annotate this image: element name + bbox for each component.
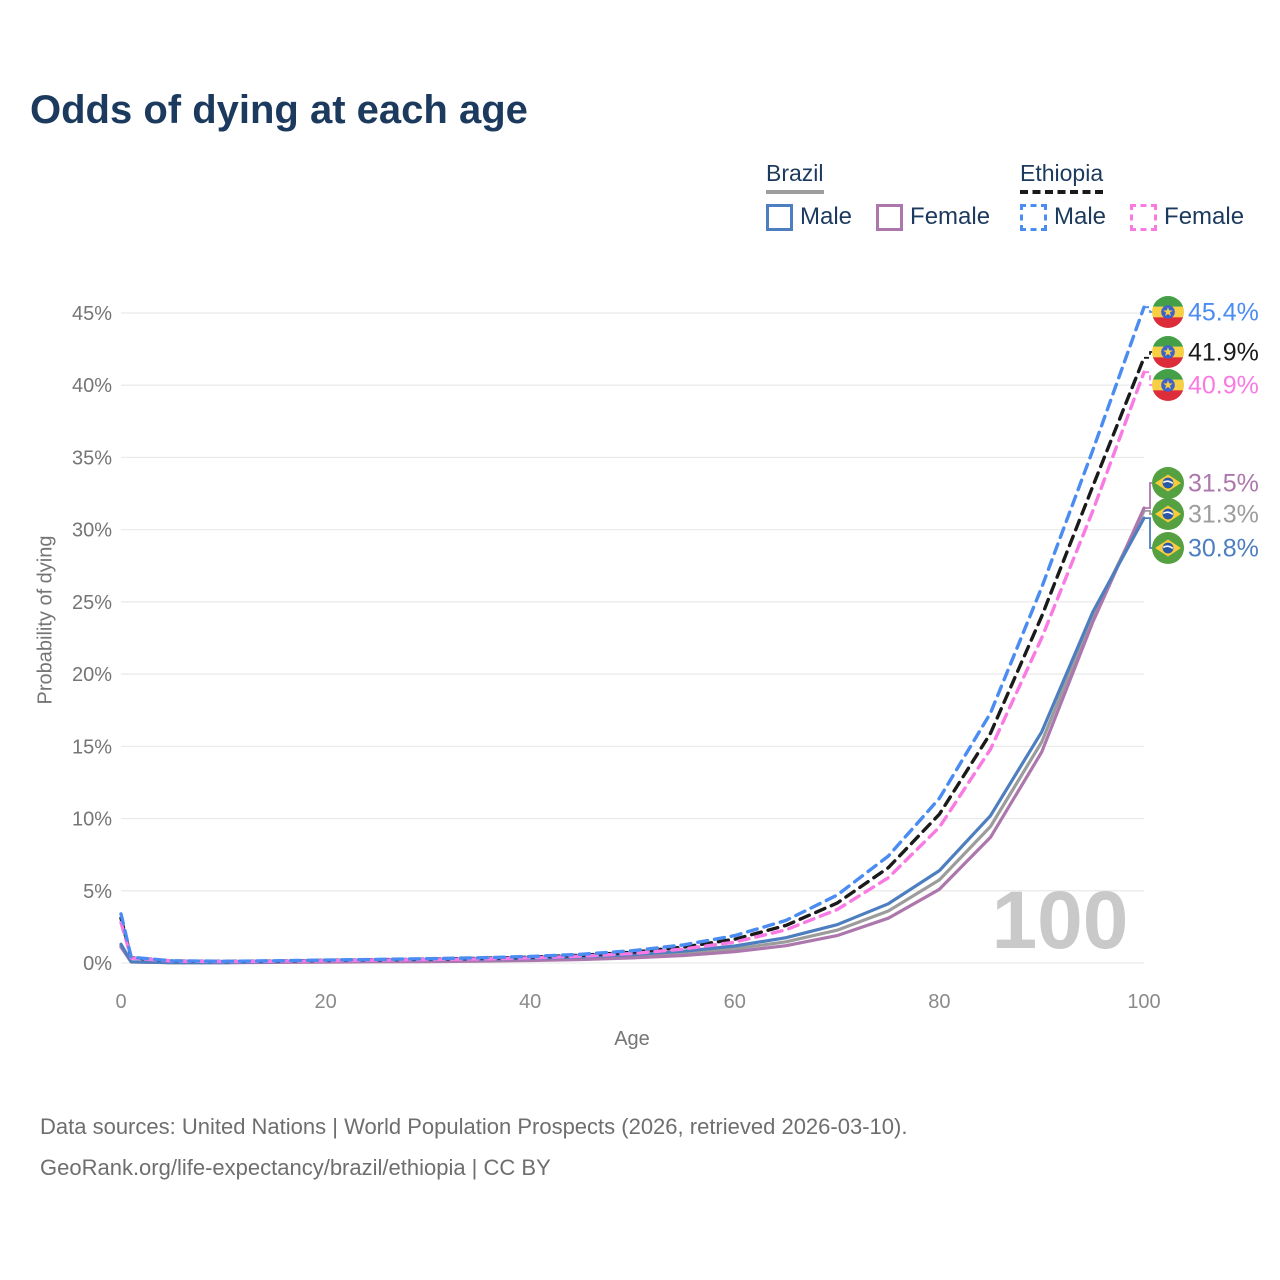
brazil-flag-icon bbox=[1152, 532, 1184, 564]
y-tick-label: 25% bbox=[72, 592, 112, 614]
series-line-brazil-male[interactable] bbox=[119, 516, 1146, 965]
end-label-value-ethiopia-male: 45.4% bbox=[1188, 299, 1259, 327]
x-tick-label: 80 bbox=[928, 991, 950, 1013]
legend-item-ethiopia-male[interactable]: Male bbox=[1020, 203, 1106, 231]
legend-group-ethiopia: Ethiopia Male Female bbox=[1020, 160, 1244, 231]
y-tick-label: 35% bbox=[72, 447, 112, 469]
brazil-female-swatch-icon bbox=[876, 203, 904, 231]
x-tick-label: 60 bbox=[724, 991, 746, 1013]
x-tick-label: 20 bbox=[314, 991, 336, 1013]
end-label-connector bbox=[1144, 510, 1153, 515]
age-watermark: 100 bbox=[992, 875, 1129, 966]
legend-item-ethiopia-female[interactable]: Female bbox=[1130, 203, 1244, 231]
series-line-brazil-both[interactable] bbox=[119, 509, 1146, 965]
legend-label-brazil-male: Male bbox=[800, 203, 853, 230]
ethiopia-flag-icon bbox=[1152, 369, 1184, 401]
ethiopia-female-swatch-icon bbox=[1130, 203, 1158, 231]
footer-url-line: GeoRank.org/life-expectancy/brazil/ethio… bbox=[40, 1155, 551, 1180]
y-tick-label: 20% bbox=[72, 664, 112, 686]
footer-sources-line: Data sources: United Nations | World Pop… bbox=[40, 1114, 908, 1139]
legend-label-ethiopia-male: Male bbox=[1054, 203, 1107, 230]
legend-item-brazil-male[interactable]: Male bbox=[766, 203, 852, 231]
series-line-brazil-female[interactable] bbox=[119, 506, 1146, 965]
y-tick-label: 45% bbox=[72, 303, 112, 325]
legend-country-brazil: Brazil bbox=[766, 160, 824, 194]
ethiopia-flag-icon bbox=[1152, 296, 1184, 328]
series-line-ethiopia-male[interactable] bbox=[119, 305, 1146, 963]
end-label-value-ethiopia-both: 41.9% bbox=[1188, 339, 1259, 367]
end-label-value-brazil-female: 31.5% bbox=[1188, 470, 1259, 498]
x-tick-label: 100 bbox=[1127, 991, 1160, 1013]
legend-group-brazil: Brazil Male Female bbox=[766, 160, 990, 231]
end-label-value-brazil-male: 30.8% bbox=[1188, 535, 1259, 563]
end-label-value-ethiopia-female: 40.9% bbox=[1188, 372, 1259, 400]
legend-label-brazil-female: Female bbox=[910, 203, 991, 230]
y-tick-label: 40% bbox=[72, 375, 112, 397]
y-tick-label: 10% bbox=[72, 809, 112, 831]
end-label-value-brazil-both: 31.3% bbox=[1188, 501, 1259, 529]
chart-title: Odds of dying at each age bbox=[30, 88, 528, 132]
end-label-connector bbox=[1144, 371, 1153, 386]
legend-item-brazil-female[interactable]: Female bbox=[876, 203, 990, 231]
ethiopia-male-swatch-icon bbox=[1020, 203, 1047, 231]
end-label-connector bbox=[1144, 482, 1153, 509]
legend-country-ethiopia: Ethiopia bbox=[1020, 160, 1104, 194]
series-line-ethiopia-both[interactable] bbox=[119, 356, 1146, 964]
brazil-flag-icon bbox=[1152, 467, 1184, 499]
brazil-male-swatch-icon bbox=[766, 203, 793, 231]
x-tick-label: 0 bbox=[115, 991, 126, 1013]
y-tick-label: 0% bbox=[83, 953, 112, 975]
x-axis-title: Age bbox=[614, 1028, 650, 1050]
y-tick-label: 30% bbox=[72, 520, 112, 542]
ethiopia-flag-icon bbox=[1152, 336, 1184, 368]
x-tick-label: 40 bbox=[519, 991, 541, 1013]
legend-row-ethiopia: Male Female bbox=[1020, 203, 1244, 231]
chart-footer: Data sources: United Nations | World Pop… bbox=[40, 1106, 907, 1188]
y-tick-label: 15% bbox=[72, 736, 112, 758]
y-tick-label: 5% bbox=[83, 881, 112, 903]
end-label-connector bbox=[1144, 351, 1153, 359]
legend-label-ethiopia-female: Female bbox=[1164, 203, 1245, 230]
end-label-connector bbox=[1144, 306, 1153, 313]
end-label-connector bbox=[1144, 517, 1153, 549]
brazil-flag-icon bbox=[1152, 498, 1184, 530]
series-line-ethiopia-female[interactable] bbox=[119, 370, 1146, 964]
legend-row-brazil: Male Female bbox=[766, 203, 990, 231]
